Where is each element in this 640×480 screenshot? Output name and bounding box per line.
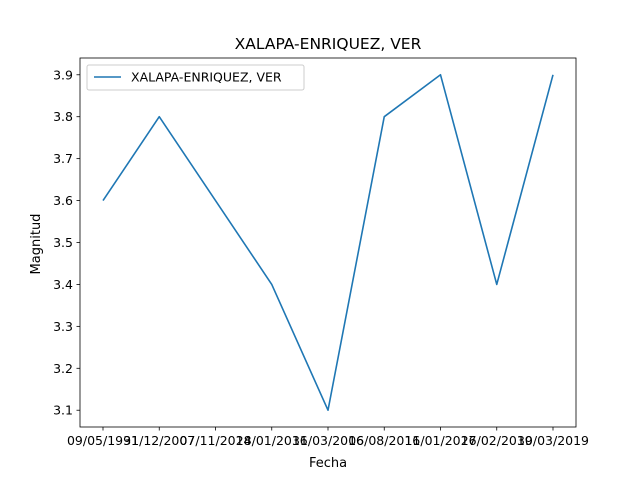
x-tick-label: 11/01/2017 <box>404 433 476 448</box>
series-line <box>102 73 554 412</box>
y-tick-label: 3.2 <box>53 361 73 376</box>
plot-frame <box>79 57 577 428</box>
y-tick-label: 3.7 <box>53 151 73 166</box>
x-tick-label: 31/12/2007 <box>123 433 195 448</box>
legend-box <box>86 64 305 91</box>
x-tick-label: 07/11/2014 <box>179 433 251 448</box>
x-tick-label: 30/03/2019 <box>517 433 589 448</box>
x-tick-label: 31/03/2016 <box>292 433 364 448</box>
y-tick-label: 3.8 <box>53 109 73 124</box>
y-tick-label: 3.3 <box>53 319 73 334</box>
y-tick-label: 3.6 <box>53 193 73 208</box>
y-tick-label: 3.5 <box>53 235 73 250</box>
x-axis-label: Fecha <box>309 456 347 471</box>
y-tick-label: 3.4 <box>53 277 73 292</box>
y-axis-label: Magnitud <box>29 214 44 275</box>
y-tick-label: 3.9 <box>53 67 73 82</box>
x-tick-label: 09/05/1991 <box>67 433 139 448</box>
y-tick-label: 3.1 <box>53 403 73 418</box>
x-tick-label: 28/01/2016 <box>236 433 308 448</box>
x-tick-label: 26/02/2019 <box>461 433 533 448</box>
chart-title: XALAPA-ENRIQUEZ, VER <box>235 35 422 53</box>
legend: XALAPA-ENRIQUEZ, VER <box>86 64 305 91</box>
legend-entry-label: XALAPA-ENRIQUEZ, VER <box>131 70 282 85</box>
x-tick-label: 06/08/2016 <box>348 433 420 448</box>
